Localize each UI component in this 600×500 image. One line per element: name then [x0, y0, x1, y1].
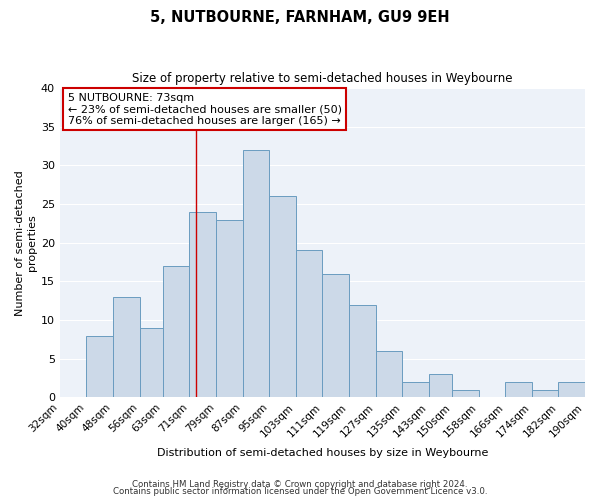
Bar	[505, 382, 532, 398]
Text: Contains public sector information licensed under the Open Government Licence v3: Contains public sector information licen…	[113, 487, 487, 496]
Bar	[532, 390, 559, 398]
Text: 5 NUTBOURNE: 73sqm
← 23% of semi-detached houses are smaller (50)
76% of semi-de: 5 NUTBOURNE: 73sqm ← 23% of semi-detache…	[68, 92, 341, 126]
Bar	[585, 390, 600, 398]
Bar	[429, 374, 452, 398]
Bar	[559, 382, 585, 398]
Bar	[140, 328, 163, 398]
Bar	[349, 304, 376, 398]
X-axis label: Distribution of semi-detached houses by size in Weybourne: Distribution of semi-detached houses by …	[157, 448, 488, 458]
Bar	[452, 390, 479, 398]
Bar	[216, 220, 242, 398]
Bar	[269, 196, 296, 398]
Text: 5, NUTBOURNE, FARNHAM, GU9 9EH: 5, NUTBOURNE, FARNHAM, GU9 9EH	[150, 10, 450, 25]
Title: Size of property relative to semi-detached houses in Weybourne: Size of property relative to semi-detach…	[132, 72, 512, 86]
Bar	[402, 382, 429, 398]
Bar	[242, 150, 269, 398]
Bar	[296, 250, 322, 398]
Bar	[322, 274, 349, 398]
Y-axis label: Number of semi-detached
properties: Number of semi-detached properties	[15, 170, 37, 316]
Bar	[190, 212, 216, 398]
Bar	[113, 297, 140, 398]
Text: Contains HM Land Registry data © Crown copyright and database right 2024.: Contains HM Land Registry data © Crown c…	[132, 480, 468, 489]
Bar	[86, 336, 113, 398]
Bar	[376, 351, 402, 398]
Bar	[163, 266, 190, 398]
